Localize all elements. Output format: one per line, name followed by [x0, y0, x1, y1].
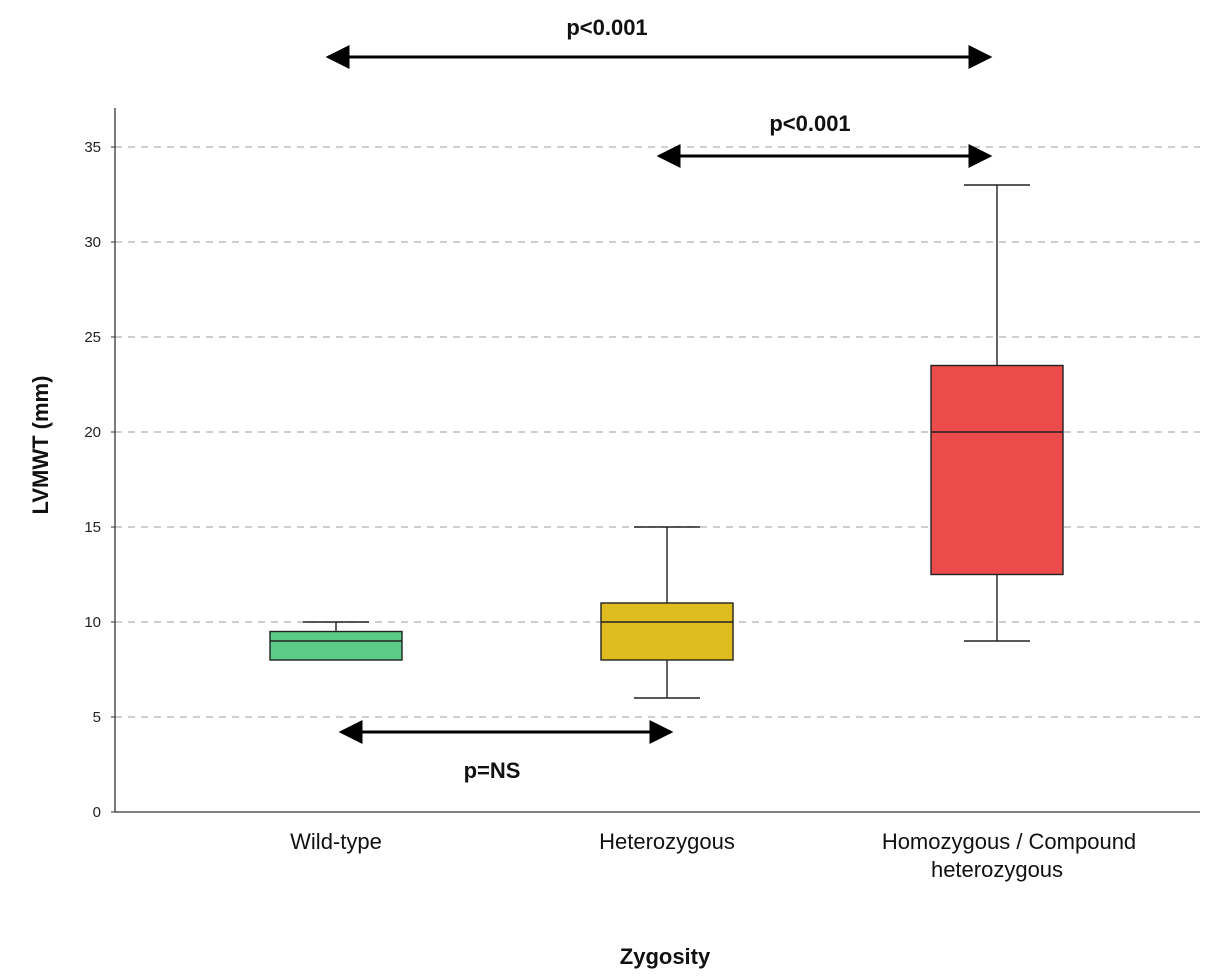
iqr-box	[930, 364, 1064, 576]
x-category-label: Homozygous / Compound	[882, 829, 1136, 854]
x-category-label: heterozygous	[931, 857, 1063, 882]
y-tick-label: 35	[84, 139, 101, 156]
comparison-annotations: p<0.001 p<0.001 p=NS	[325, 15, 993, 783]
y-tick-label: 15	[84, 519, 101, 536]
x-axis-title: Zygosity	[620, 944, 711, 969]
p-value-label: p=NS	[464, 758, 521, 783]
y-axis-title: LVMWT (mm)	[28, 376, 53, 515]
y-tick-label: 0	[93, 804, 101, 821]
x-category-label: Wild-type	[290, 829, 382, 854]
y-tick-label: 20	[84, 424, 101, 441]
box-plot-group	[269, 621, 403, 661]
p-value-label: p<0.001	[566, 15, 647, 40]
box-plot-group	[930, 184, 1064, 642]
y-tick-label: 10	[84, 614, 101, 631]
y-tick-label: 30	[84, 234, 101, 251]
y-tick-label: 5	[93, 709, 101, 726]
x-category-label: Heterozygous	[599, 829, 735, 854]
axes: 0 5 10 15 20 25 30 35 Wild-type Heterozygous Homoz…	[84, 108, 1200, 882]
iqr-box	[600, 602, 734, 661]
boxes	[269, 184, 1064, 699]
p-value-label: p<0.001	[769, 111, 850, 136]
iqr-box	[269, 630, 403, 661]
box-plot-group	[600, 526, 734, 699]
y-tick-label: 25	[84, 329, 101, 346]
